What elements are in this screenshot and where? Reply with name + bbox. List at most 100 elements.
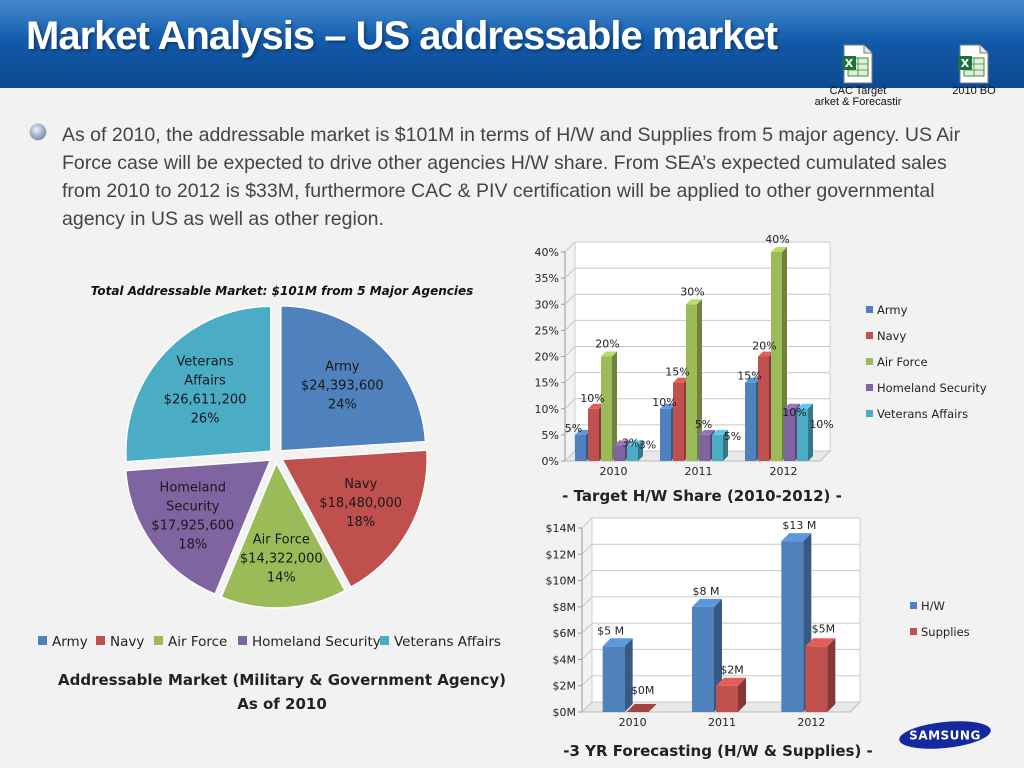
share-chart-bars: [575, 247, 813, 461]
bar-data-label: 10%: [652, 396, 676, 409]
attachment-label-line1: CAC Target: [829, 85, 887, 97]
legend-swatch: [866, 358, 873, 365]
bar-data-label: 5%: [724, 430, 741, 443]
legend-label: Air Force: [168, 634, 227, 650]
bar-h-w-2010: [602, 638, 633, 712]
gridline-side: [564, 424, 576, 436]
legend-label: Veterans Affairs: [394, 634, 501, 650]
bar-data-label: $0M: [631, 684, 655, 697]
y-tick-label: $8M: [553, 601, 577, 614]
legend-swatch: [910, 628, 917, 635]
bar-data-label: $5 M: [597, 624, 624, 637]
y-tick-label: 35%: [535, 272, 559, 285]
pie-data-label: Veterans: [176, 355, 234, 370]
bar-data-label: 40%: [765, 233, 789, 246]
x-tick-label: 2011: [685, 465, 713, 478]
bar-data-label: 15%: [665, 366, 689, 379]
bar-data-label: $2M: [720, 664, 744, 677]
bar-supplies-2011: [716, 677, 746, 712]
bar-data-label: 10%: [809, 418, 833, 431]
gridline-side: [581, 622, 593, 634]
x-tick-label: 2010: [619, 716, 647, 729]
gridline-side: [564, 267, 576, 279]
legend-label: Veterans Affairs: [877, 407, 968, 421]
bar-veterans-affairs-2011: [712, 429, 728, 461]
pie-data-label: $17,925,600: [151, 519, 234, 534]
attachment-label-cac[interactable]: CAC Target arket & Forecastir: [800, 86, 916, 108]
legend-label: Army: [52, 634, 88, 650]
y-tick-label: 5%: [542, 429, 559, 442]
legend-label: Supplies: [921, 625, 970, 639]
gridline-side: [564, 320, 576, 331]
gridline-side: [564, 346, 576, 357]
bar-data-label: $5M: [812, 622, 836, 635]
gridline-side: [564, 398, 576, 410]
share-chart-data-labels: 5%10%20%3% 3%10%15%30%5%5%15%20%40%10%10%: [565, 233, 834, 451]
title-bar: Market Analysis – US addressable market: [0, 0, 1024, 88]
pie-chart: Total Addressable Market: $101M from 5 M…: [38, 284, 506, 713]
y-tick-label: 20%: [535, 351, 559, 364]
legend-label: Homeland Security: [877, 381, 987, 395]
legend-swatch: [380, 636, 389, 645]
gridline-side: [581, 517, 593, 529]
pie-labels: Army $24,393,600 24% Navy $18,480,000 18% Air …: [151, 355, 402, 586]
bar-data-label: 10%: [580, 392, 604, 405]
attachment-label-bo[interactable]: 2010 BO: [952, 85, 996, 97]
summary-paragraph: As of 2010, the addressable market is $1…: [62, 124, 961, 230]
gridline-side: [581, 570, 593, 581]
share-bar-chart: 0% 5% 10% 15% 20% 25% 30% 35% 40% 2010 2011 2012 5%…: [535, 233, 987, 505]
gridline-side: [581, 596, 593, 608]
bar-data-label: $13 M: [782, 519, 816, 532]
pie-data-label: Air Force: [253, 533, 310, 548]
slide-title: Market Analysis – US addressable market: [26, 14, 778, 58]
bar-data-label: 5%: [695, 418, 712, 431]
y-tick-label: 30%: [535, 298, 559, 311]
y-tick-label: 40%: [535, 246, 559, 259]
gridline-side: [581, 675, 593, 687]
legend-swatch: [866, 306, 873, 313]
forecast-chart-data-labels: $5 M $0M $8 M $2M $13 M $5M: [597, 519, 835, 697]
excel-file-icon[interactable]: X: [840, 44, 876, 84]
pie-data-label: Homeland: [160, 481, 226, 496]
y-tick-label: $4M: [553, 653, 577, 666]
gridline-side: [581, 701, 593, 713]
share-chart-title: - Target H/W Share (2010-2012) -: [562, 487, 842, 505]
forecast-chart-legend: H/W Supplies: [910, 599, 970, 639]
pie-chart-title: Total Addressable Market: $101M from 5 M…: [91, 284, 474, 298]
pie-data-label: Security: [166, 500, 220, 515]
legend-swatch: [238, 636, 247, 645]
excel-file-icon[interactable]: X: [956, 44, 992, 84]
pie-data-label: $14,322,000: [240, 552, 323, 567]
pie-data-label: $26,611,200: [164, 393, 247, 408]
bar-air-force-2011: [686, 299, 702, 461]
legend-label: Army: [877, 303, 908, 317]
pie-slice-homeland-security: [124, 459, 272, 596]
pie-legend: Army Navy Air Force Homeland Security Vetera…: [38, 634, 501, 650]
pie-data-label: 14%: [267, 571, 296, 586]
legend-label: Navy: [877, 329, 906, 343]
legend-swatch: [866, 332, 873, 339]
pie-slices: [124, 305, 428, 609]
legend-label: Homeland Security: [252, 634, 381, 650]
pie-data-label: 18%: [346, 515, 375, 530]
bar-data-label: 5%: [565, 422, 582, 435]
pie-data-label: $18,480,000: [319, 496, 402, 511]
pie-data-label: 26%: [191, 412, 220, 427]
bar-supplies-2012: [805, 638, 836, 712]
y-tick-label: $2M: [553, 680, 577, 693]
y-tick-label: 15%: [535, 377, 559, 390]
bar-data-label: 10%: [782, 406, 806, 419]
gridline-side: [564, 372, 576, 383]
pie-slice-veterans-affairs: [125, 305, 272, 463]
samsung-logo: SAMSUNG: [899, 721, 991, 749]
legend-label: H/W: [921, 599, 945, 613]
y-tick-label: $12M: [546, 548, 577, 561]
bar-supplies-2010: [626, 704, 657, 712]
bar-data-label: 20%: [752, 340, 776, 353]
svg-text:X: X: [961, 57, 970, 70]
gridline-side: [564, 241, 576, 253]
bar-data-label: 3%: [622, 436, 639, 449]
pie-data-label: Navy: [344, 477, 377, 492]
attachment-label-line2: arket & Forecastir: [814, 96, 902, 108]
